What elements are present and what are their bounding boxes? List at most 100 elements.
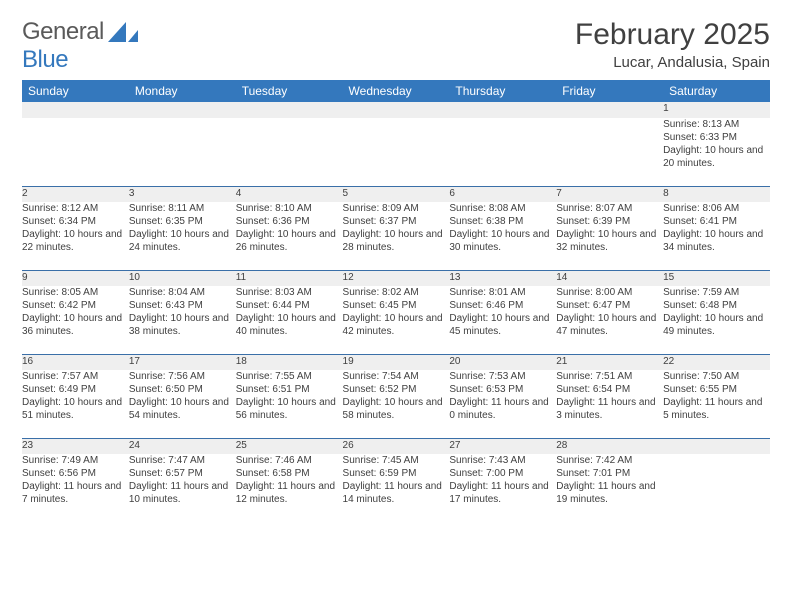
day-content-cell: Sunrise: 8:07 AMSunset: 6:39 PMDaylight:… — [556, 202, 663, 270]
daylight-text: Daylight: 10 hours and 38 minutes. — [129, 312, 236, 338]
daylight-text: Daylight: 10 hours and 20 minutes. — [663, 144, 770, 170]
daylight-text: Daylight: 11 hours and 10 minutes. — [129, 480, 236, 506]
sunset-text: Sunset: 6:58 PM — [236, 467, 343, 480]
sunrise-text: Sunrise: 7:59 AM — [663, 286, 770, 299]
daylight-text: Daylight: 10 hours and 28 minutes. — [343, 228, 450, 254]
day-number-cell: 10 — [129, 270, 236, 286]
day-content-row: Sunrise: 8:12 AMSunset: 6:34 PMDaylight:… — [22, 202, 770, 270]
day-content-cell: Sunrise: 7:57 AMSunset: 6:49 PMDaylight:… — [22, 370, 129, 438]
daylight-text: Daylight: 11 hours and 5 minutes. — [663, 396, 770, 422]
daylight-text: Daylight: 11 hours and 3 minutes. — [556, 396, 663, 422]
day-content-cell — [449, 118, 556, 186]
sunset-text: Sunset: 6:38 PM — [449, 215, 556, 228]
daylight-text: Daylight: 10 hours and 49 minutes. — [663, 312, 770, 338]
day-content-cell: Sunrise: 8:01 AMSunset: 6:46 PMDaylight:… — [449, 286, 556, 354]
sunrise-text: Sunrise: 8:08 AM — [449, 202, 556, 215]
day-content-row: Sunrise: 7:57 AMSunset: 6:49 PMDaylight:… — [22, 370, 770, 438]
daylight-text: Daylight: 10 hours and 40 minutes. — [236, 312, 343, 338]
sunset-text: Sunset: 6:44 PM — [236, 299, 343, 312]
day-number-cell: 2 — [22, 186, 129, 202]
day-number-cell: 23 — [22, 438, 129, 454]
sunrise-text: Sunrise: 7:51 AM — [556, 370, 663, 383]
sunset-text: Sunset: 6:41 PM — [663, 215, 770, 228]
day-number-cell: 20 — [449, 354, 556, 370]
sunset-text: Sunset: 6:51 PM — [236, 383, 343, 396]
day-number-cell — [343, 102, 450, 118]
sunrise-text: Sunrise: 8:13 AM — [663, 118, 770, 131]
day-number-cell: 9 — [22, 270, 129, 286]
day-number-cell: 6 — [449, 186, 556, 202]
title-block: February 2025 Lucar, Andalusia, Spain — [575, 18, 770, 71]
sunrise-text: Sunrise: 7:46 AM — [236, 454, 343, 467]
sunrise-text: Sunrise: 7:45 AM — [343, 454, 450, 467]
sunrise-text: Sunrise: 7:55 AM — [236, 370, 343, 383]
day-content-cell: Sunrise: 8:00 AMSunset: 6:47 PMDaylight:… — [556, 286, 663, 354]
day-content-cell: Sunrise: 8:13 AMSunset: 6:33 PMDaylight:… — [663, 118, 770, 186]
sunrise-text: Sunrise: 8:03 AM — [236, 286, 343, 299]
sunrise-text: Sunrise: 7:53 AM — [449, 370, 556, 383]
day-content-cell: Sunrise: 7:56 AMSunset: 6:50 PMDaylight:… — [129, 370, 236, 438]
daylight-text: Daylight: 10 hours and 36 minutes. — [22, 312, 129, 338]
day-content-cell: Sunrise: 7:47 AMSunset: 6:57 PMDaylight:… — [129, 454, 236, 522]
sail-icon — [106, 20, 140, 46]
daylight-text: Daylight: 11 hours and 17 minutes. — [449, 480, 556, 506]
header-bar: General Blue February 2025 Lucar, Andalu… — [22, 18, 770, 74]
sunset-text: Sunset: 6:36 PM — [236, 215, 343, 228]
day-number-cell: 15 — [663, 270, 770, 286]
day-number-cell: 13 — [449, 270, 556, 286]
sunrise-text: Sunrise: 7:47 AM — [129, 454, 236, 467]
daylight-text: Daylight: 10 hours and 26 minutes. — [236, 228, 343, 254]
day-content-cell: Sunrise: 7:55 AMSunset: 6:51 PMDaylight:… — [236, 370, 343, 438]
sunrise-text: Sunrise: 7:54 AM — [343, 370, 450, 383]
sunset-text: Sunset: 6:46 PM — [449, 299, 556, 312]
day-number-cell: 14 — [556, 270, 663, 286]
sunset-text: Sunset: 6:49 PM — [22, 383, 129, 396]
day-content-cell: Sunrise: 8:12 AMSunset: 6:34 PMDaylight:… — [22, 202, 129, 270]
sunrise-text: Sunrise: 7:42 AM — [556, 454, 663, 467]
day-number-row: 16171819202122 — [22, 354, 770, 370]
weekday-header: Saturday — [663, 80, 770, 102]
sunset-text: Sunset: 6:34 PM — [22, 215, 129, 228]
day-number-cell: 1 — [663, 102, 770, 118]
weekday-header: Friday — [556, 80, 663, 102]
sunrise-text: Sunrise: 8:11 AM — [129, 202, 236, 215]
daylight-text: Daylight: 10 hours and 24 minutes. — [129, 228, 236, 254]
day-content-row: Sunrise: 8:05 AMSunset: 6:42 PMDaylight:… — [22, 286, 770, 354]
sunrise-text: Sunrise: 8:07 AM — [556, 202, 663, 215]
day-number-cell: 19 — [343, 354, 450, 370]
day-number-cell — [236, 102, 343, 118]
daylight-text: Daylight: 11 hours and 19 minutes. — [556, 480, 663, 506]
daylight-text: Daylight: 10 hours and 34 minutes. — [663, 228, 770, 254]
sunrise-text: Sunrise: 7:50 AM — [663, 370, 770, 383]
day-content-cell: Sunrise: 7:53 AMSunset: 6:53 PMDaylight:… — [449, 370, 556, 438]
sunset-text: Sunset: 6:35 PM — [129, 215, 236, 228]
day-content-cell: Sunrise: 8:11 AMSunset: 6:35 PMDaylight:… — [129, 202, 236, 270]
sunrise-text: Sunrise: 7:43 AM — [449, 454, 556, 467]
sunset-text: Sunset: 6:42 PM — [22, 299, 129, 312]
day-number-cell: 18 — [236, 354, 343, 370]
day-number-cell — [449, 102, 556, 118]
day-number-cell: 22 — [663, 354, 770, 370]
day-number-cell: 16 — [22, 354, 129, 370]
daylight-text: Daylight: 10 hours and 42 minutes. — [343, 312, 450, 338]
sunset-text: Sunset: 6:33 PM — [663, 131, 770, 144]
day-number-cell — [129, 102, 236, 118]
sunrise-text: Sunrise: 8:02 AM — [343, 286, 450, 299]
day-number-cell: 4 — [236, 186, 343, 202]
sunset-text: Sunset: 6:43 PM — [129, 299, 236, 312]
day-content-cell — [236, 118, 343, 186]
day-number-cell — [556, 102, 663, 118]
day-number-cell: 17 — [129, 354, 236, 370]
daylight-text: Daylight: 11 hours and 12 minutes. — [236, 480, 343, 506]
sunset-text: Sunset: 6:53 PM — [449, 383, 556, 396]
brand-logo: General Blue — [22, 18, 140, 74]
day-number-row: 232425262728 — [22, 438, 770, 454]
month-title: February 2025 — [575, 18, 770, 52]
day-content-cell: Sunrise: 8:09 AMSunset: 6:37 PMDaylight:… — [343, 202, 450, 270]
day-content-cell: Sunrise: 8:10 AMSunset: 6:36 PMDaylight:… — [236, 202, 343, 270]
daylight-text: Daylight: 10 hours and 54 minutes. — [129, 396, 236, 422]
day-content-cell — [129, 118, 236, 186]
location-label: Lucar, Andalusia, Spain — [575, 54, 770, 71]
day-number-cell: 27 — [449, 438, 556, 454]
daylight-text: Daylight: 10 hours and 51 minutes. — [22, 396, 129, 422]
